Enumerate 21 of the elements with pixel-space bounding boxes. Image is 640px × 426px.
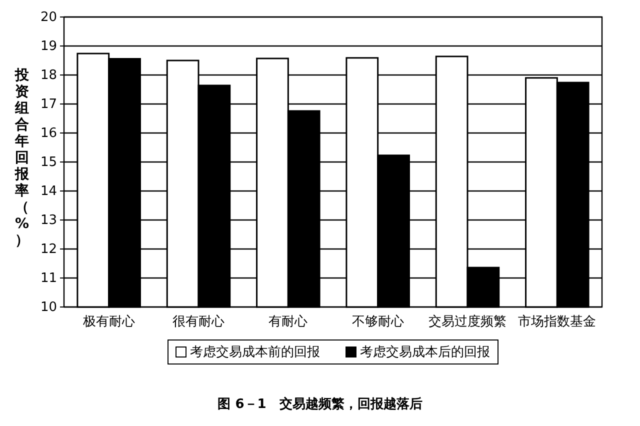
legend-label: 考虑交易成本前的回报 (190, 344, 320, 360)
y-tick-label: 15 (40, 155, 57, 170)
x-tick-label: 很有耐心 (172, 314, 224, 330)
y-tick-label: 11 (40, 271, 57, 286)
x-tick-label: 交易过度频繁 (428, 314, 506, 330)
y-tick-label: 17 (40, 97, 57, 112)
x-tick-label: 有耐心 (268, 314, 308, 330)
y-tick-label: 12 (40, 242, 57, 258)
y-tick-label: 18 (40, 68, 57, 84)
x-tick-label: 市场指数基金 (518, 314, 596, 330)
legend-label: 考虑交易成本后的回报 (360, 344, 490, 360)
x-tick-label: 极有耐心 (82, 314, 135, 330)
y-tick-label: 16 (40, 126, 57, 142)
text: 图 6－1 交易越频繁，回报越落后 (218, 396, 422, 412)
y-tick-label: 14 (40, 184, 57, 200)
text: 投资组合年回报率（%） (14, 68, 30, 248)
y-tick-label: 13 (40, 213, 57, 228)
y-tick-label: 20 (40, 10, 57, 26)
x-tick-label: 不够耐心 (352, 314, 404, 330)
y-tick-label: 10 (40, 300, 57, 316)
y-tick-label: 19 (40, 39, 57, 54)
